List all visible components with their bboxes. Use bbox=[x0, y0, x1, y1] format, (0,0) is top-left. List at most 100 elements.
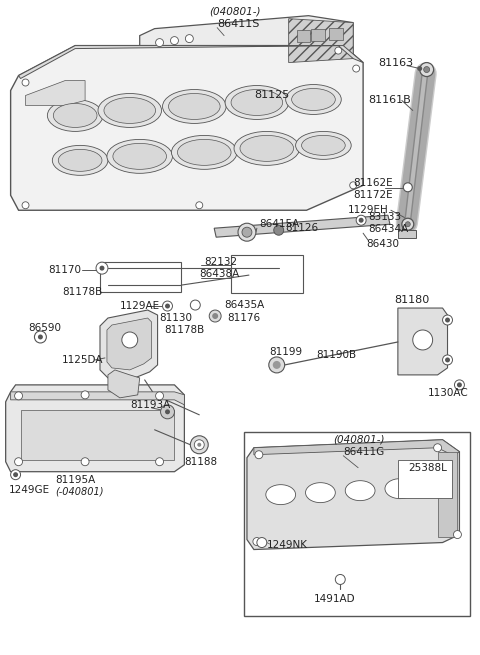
Bar bbox=[244, 432, 470, 616]
Text: 81199: 81199 bbox=[269, 347, 302, 357]
Circle shape bbox=[209, 310, 221, 322]
Circle shape bbox=[257, 538, 267, 548]
Circle shape bbox=[433, 443, 442, 452]
Circle shape bbox=[443, 315, 453, 325]
Circle shape bbox=[457, 383, 462, 387]
Ellipse shape bbox=[168, 94, 220, 119]
Text: 86411G: 86411G bbox=[343, 447, 384, 457]
Polygon shape bbox=[11, 46, 363, 210]
Text: 81161B: 81161B bbox=[368, 96, 411, 105]
Polygon shape bbox=[100, 310, 157, 380]
Ellipse shape bbox=[292, 88, 336, 111]
Circle shape bbox=[455, 380, 464, 390]
Circle shape bbox=[194, 440, 204, 450]
Text: 81162E: 81162E bbox=[353, 178, 393, 188]
Text: (-040801): (-040801) bbox=[55, 487, 104, 496]
Ellipse shape bbox=[286, 84, 341, 115]
Text: 81163: 81163 bbox=[378, 58, 413, 67]
Circle shape bbox=[336, 574, 345, 584]
Polygon shape bbox=[214, 215, 390, 237]
Polygon shape bbox=[140, 16, 353, 79]
Circle shape bbox=[165, 409, 170, 415]
Circle shape bbox=[403, 183, 412, 192]
Circle shape bbox=[413, 330, 432, 350]
Text: 81190B: 81190B bbox=[316, 350, 357, 360]
Ellipse shape bbox=[225, 86, 288, 119]
Circle shape bbox=[402, 218, 414, 230]
Ellipse shape bbox=[107, 140, 172, 174]
Circle shape bbox=[353, 65, 360, 72]
Polygon shape bbox=[108, 370, 140, 398]
Circle shape bbox=[454, 531, 461, 538]
Circle shape bbox=[196, 202, 203, 209]
Text: 86435A: 86435A bbox=[224, 300, 264, 310]
Text: 81178B: 81178B bbox=[165, 325, 205, 335]
Polygon shape bbox=[19, 46, 363, 79]
Circle shape bbox=[156, 392, 164, 400]
Text: 1125DA: 1125DA bbox=[62, 355, 104, 365]
Text: 81126: 81126 bbox=[286, 223, 319, 233]
Ellipse shape bbox=[296, 132, 351, 159]
Polygon shape bbox=[25, 81, 85, 105]
Bar bbox=[21, 410, 174, 460]
Circle shape bbox=[269, 357, 285, 373]
Text: 81188: 81188 bbox=[184, 457, 217, 467]
Text: 1491AD: 1491AD bbox=[313, 595, 355, 605]
Ellipse shape bbox=[52, 145, 108, 176]
Ellipse shape bbox=[306, 483, 336, 502]
Circle shape bbox=[165, 303, 170, 309]
Circle shape bbox=[356, 215, 366, 225]
Circle shape bbox=[170, 37, 179, 45]
Text: 81193A: 81193A bbox=[130, 400, 170, 410]
Text: 86434A: 86434A bbox=[368, 224, 408, 234]
Ellipse shape bbox=[113, 143, 167, 170]
Ellipse shape bbox=[301, 136, 345, 155]
Text: 86590: 86590 bbox=[28, 323, 61, 333]
Circle shape bbox=[160, 405, 174, 419]
Text: 81172E: 81172E bbox=[353, 191, 393, 200]
Circle shape bbox=[191, 300, 200, 310]
Circle shape bbox=[163, 301, 172, 311]
Circle shape bbox=[405, 185, 410, 190]
Polygon shape bbox=[6, 385, 184, 472]
Bar bbox=[398, 230, 416, 238]
Ellipse shape bbox=[48, 100, 103, 132]
Circle shape bbox=[22, 202, 29, 209]
Text: 81180: 81180 bbox=[394, 295, 429, 305]
Circle shape bbox=[443, 355, 453, 365]
Circle shape bbox=[14, 458, 23, 466]
Circle shape bbox=[212, 313, 218, 319]
Circle shape bbox=[191, 436, 208, 454]
Ellipse shape bbox=[266, 485, 296, 504]
Polygon shape bbox=[254, 440, 459, 456]
Bar bbox=[231, 255, 302, 293]
Ellipse shape bbox=[98, 94, 162, 128]
Circle shape bbox=[338, 577, 343, 582]
Circle shape bbox=[35, 331, 47, 343]
Text: 81170: 81170 bbox=[48, 265, 81, 275]
Polygon shape bbox=[11, 392, 184, 405]
Text: 83133: 83133 bbox=[368, 212, 401, 222]
Circle shape bbox=[238, 223, 256, 241]
Text: 1129EH: 1129EH bbox=[348, 205, 389, 215]
Text: 1249GE: 1249GE bbox=[9, 485, 50, 495]
Bar bbox=[398, 460, 453, 498]
Circle shape bbox=[273, 361, 281, 369]
Circle shape bbox=[81, 458, 89, 466]
Text: 86411S: 86411S bbox=[217, 18, 260, 29]
Circle shape bbox=[38, 335, 43, 339]
Circle shape bbox=[350, 182, 357, 189]
Circle shape bbox=[185, 35, 193, 43]
Text: 86430: 86430 bbox=[366, 239, 399, 249]
Bar bbox=[312, 29, 325, 41]
Circle shape bbox=[242, 227, 252, 237]
Ellipse shape bbox=[234, 132, 300, 165]
Ellipse shape bbox=[345, 481, 375, 500]
Circle shape bbox=[420, 63, 433, 77]
Text: (040801-): (040801-) bbox=[209, 7, 261, 16]
Circle shape bbox=[417, 66, 422, 71]
Circle shape bbox=[22, 79, 29, 86]
Text: 86438A: 86438A bbox=[199, 269, 240, 279]
Circle shape bbox=[156, 458, 164, 466]
Ellipse shape bbox=[104, 98, 156, 123]
